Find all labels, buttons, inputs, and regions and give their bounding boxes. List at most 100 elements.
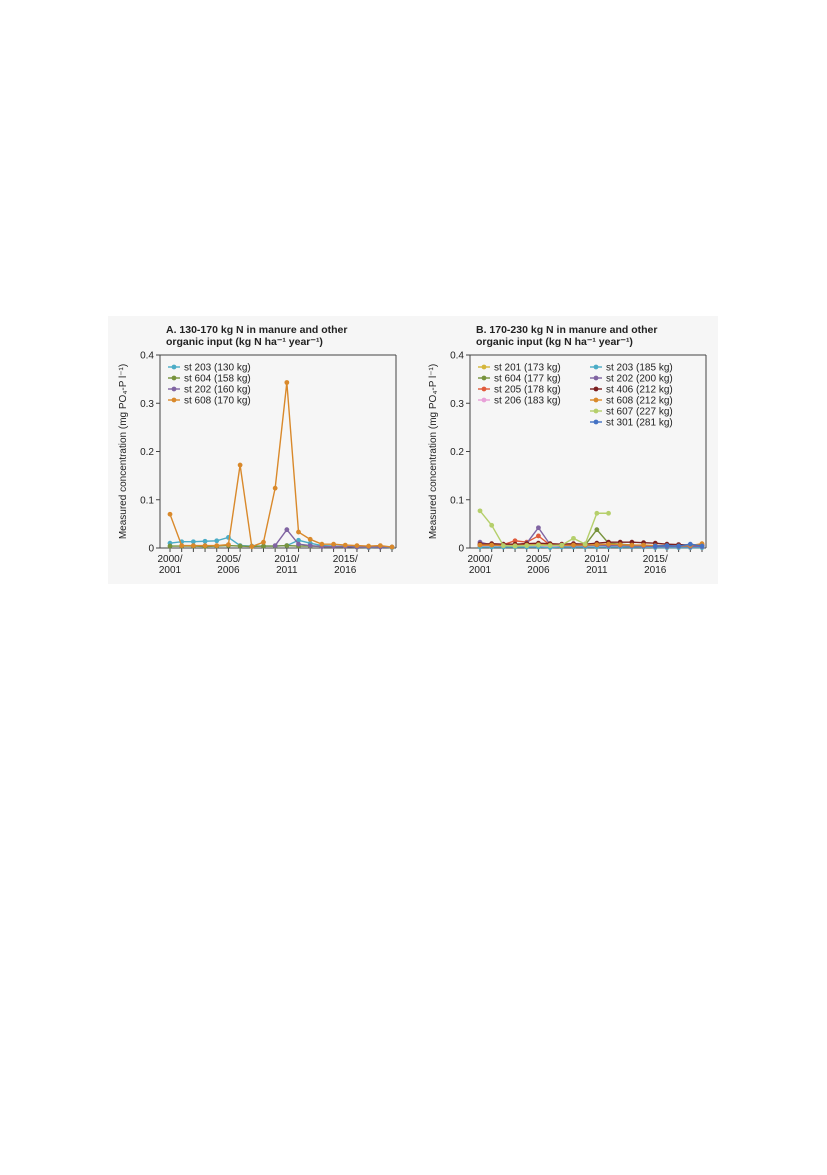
data-point xyxy=(378,543,383,548)
data-point xyxy=(273,486,278,491)
data-point xyxy=(331,542,336,547)
data-point xyxy=(226,542,231,547)
y-tick-label: 0.2 xyxy=(450,447,464,458)
data-point xyxy=(273,543,278,548)
legend-label: st 205 (178 kg) xyxy=(494,385,561,396)
legend-marker xyxy=(594,420,599,425)
y-tick-label: 0 xyxy=(458,544,464,555)
legend-marker xyxy=(482,376,487,381)
legend-marker xyxy=(594,376,599,381)
data-point xyxy=(343,543,348,548)
y-tick-label: 0.3 xyxy=(450,399,464,410)
data-point xyxy=(665,543,670,548)
legend-label: st 406 (212 kg) xyxy=(606,385,673,396)
data-point xyxy=(641,543,646,548)
data-point xyxy=(168,512,173,517)
data-point xyxy=(536,534,541,539)
x-tick-label: 2010/2011 xyxy=(274,554,299,576)
data-point xyxy=(214,543,219,548)
data-point xyxy=(501,543,506,548)
legend-marker xyxy=(172,376,177,381)
data-point xyxy=(261,540,266,545)
data-point xyxy=(284,543,289,548)
data-point xyxy=(513,544,518,549)
chart-title: organic input (kg N ha⁻¹ year⁻¹) xyxy=(166,336,323,348)
data-point xyxy=(284,527,289,532)
data-point xyxy=(594,511,599,516)
legend-label: st 608 (170 kg) xyxy=(184,396,251,407)
data-point xyxy=(653,544,658,549)
data-point xyxy=(688,542,693,547)
x-tick-label: 2015/2016 xyxy=(643,554,668,576)
y-axis-label: Measured concentration (mg PO₄-P l⁻¹) xyxy=(428,364,439,539)
data-point xyxy=(594,527,599,532)
legend-marker xyxy=(172,387,177,392)
data-point xyxy=(536,543,541,548)
data-point xyxy=(536,525,541,530)
data-point xyxy=(168,544,173,549)
x-tick-label: 2005/2006 xyxy=(526,554,551,576)
y-tick-label: 0.1 xyxy=(450,495,464,506)
x-tick-label: 2010/2011 xyxy=(584,554,609,576)
legend-marker xyxy=(594,409,599,414)
data-point xyxy=(489,523,494,528)
legend-marker xyxy=(482,387,487,392)
data-point xyxy=(629,543,634,548)
y-tick-label: 0.2 xyxy=(140,447,154,458)
legend-label: st 202 (160 kg) xyxy=(184,385,251,396)
legend-label: st 604 (177 kg) xyxy=(494,374,561,385)
y-tick-label: 0.3 xyxy=(140,399,154,410)
data-point xyxy=(700,544,705,549)
data-point xyxy=(308,543,313,548)
data-point xyxy=(319,542,324,547)
data-point xyxy=(214,538,219,543)
legend-marker xyxy=(172,398,177,403)
legend-label: st 203 (185 kg) xyxy=(606,363,673,374)
data-point xyxy=(296,542,301,547)
data-point xyxy=(571,536,576,541)
data-point xyxy=(238,463,243,468)
data-point xyxy=(203,543,208,548)
data-point xyxy=(308,537,313,542)
legend-label: st 604 (158 kg) xyxy=(184,374,251,385)
legend-label: st 201 (173 kg) xyxy=(494,363,561,374)
legend-marker xyxy=(594,398,599,403)
data-point xyxy=(594,542,599,547)
legend-marker xyxy=(482,398,487,403)
legend-marker xyxy=(172,365,177,370)
y-tick-label: 0.1 xyxy=(140,495,154,506)
data-point xyxy=(583,542,588,547)
figure-background xyxy=(108,316,718,584)
data-point xyxy=(203,539,208,544)
data-point xyxy=(191,543,196,548)
data-point xyxy=(390,545,395,550)
data-point xyxy=(238,544,243,549)
legend-label: st 301 (281 kg) xyxy=(606,418,673,429)
data-point xyxy=(606,511,611,516)
x-tick-label: 2005/2006 xyxy=(216,554,241,576)
y-axis-label: Measured concentration (mg PO₄-P l⁻¹) xyxy=(118,364,129,539)
data-point xyxy=(676,544,681,549)
data-point xyxy=(296,530,301,535)
data-point xyxy=(179,543,184,548)
data-point xyxy=(618,542,623,547)
y-tick-label: 0 xyxy=(148,544,154,555)
data-point xyxy=(478,543,483,548)
legend-label: st 202 (200 kg) xyxy=(606,374,673,385)
data-point xyxy=(571,543,576,548)
legend-marker xyxy=(594,365,599,370)
data-point xyxy=(366,544,371,549)
y-tick-label: 0.4 xyxy=(450,351,464,362)
data-point xyxy=(249,544,254,549)
legend-marker xyxy=(482,365,487,370)
x-tick-label: 2000/2001 xyxy=(467,554,492,576)
data-point xyxy=(548,543,553,548)
data-point xyxy=(559,543,564,548)
legend-label: st 608 (212 kg) xyxy=(606,396,673,407)
x-tick-label: 2000/2001 xyxy=(157,554,182,576)
x-tick-label: 2015/2016 xyxy=(333,554,358,576)
legend-marker xyxy=(594,387,599,392)
legend-label: st 607 (227 kg) xyxy=(606,407,673,418)
chart-title: A. 130-170 kg N in manure and other xyxy=(166,324,347,336)
